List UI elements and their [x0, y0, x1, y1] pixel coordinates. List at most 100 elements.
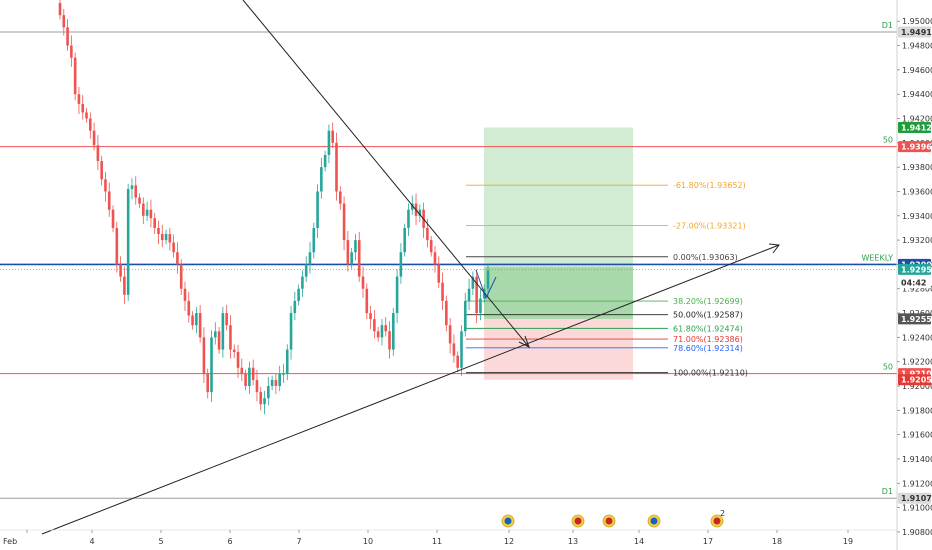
- ascending-trendline[interactable]: [41, 244, 780, 535]
- fib-label-0: -61.80%(1.93652): [673, 181, 746, 190]
- event-flag-core-icon: [650, 517, 658, 525]
- y-tick-label: 1.92200: [902, 358, 932, 367]
- event-flag-core-icon: [713, 517, 721, 525]
- candle-body: [293, 300, 297, 314]
- candle-body: [429, 240, 433, 253]
- candle-body: [202, 337, 206, 374]
- price-badge-0: 1.94126: [901, 124, 932, 133]
- target-zone[interactable]: [484, 127, 633, 319]
- candle-body: [240, 367, 244, 374]
- candle-body: [285, 349, 289, 374]
- candle-body: [142, 203, 145, 216]
- level-badge-4: 1.91077: [901, 494, 932, 503]
- candle-body: [145, 209, 149, 216]
- candle-body: [115, 227, 119, 265]
- candle-body: [210, 337, 213, 393]
- stop-zone[interactable]: [484, 318, 633, 380]
- candle-body: [346, 240, 350, 265]
- fib-label-1: -27.00%(1.93321): [673, 221, 746, 230]
- candle-body: [107, 191, 111, 210]
- candle-body: [403, 227, 406, 253]
- price-badge-3: 1.92552: [901, 315, 932, 324]
- descending-trendline[interactable]: [242, 0, 530, 348]
- x-tick-label: 4: [89, 537, 94, 546]
- candle-body: [392, 313, 395, 350]
- x-tick-label: 6: [227, 537, 232, 546]
- fib-label-7: 78.60%(1.92314): [673, 344, 743, 353]
- candle-body: [66, 27, 69, 46]
- candle-body: [418, 209, 422, 216]
- candle-body: [248, 367, 251, 387]
- candle-body: [229, 325, 232, 350]
- candle-body: [479, 298, 482, 314]
- candle-body: [410, 203, 414, 210]
- candle-body: [153, 218, 156, 228]
- candle-body: [70, 45, 73, 58]
- candle-body: [225, 313, 228, 326]
- down-arrow-head: [518, 335, 530, 349]
- candle-body: [395, 276, 399, 314]
- price-axis-bg: [897, 0, 932, 550]
- entry-marker: [475, 269, 497, 300]
- y-tick-label: 1.94400: [902, 90, 932, 99]
- up-arrow-head: [768, 243, 780, 254]
- candle-body: [354, 240, 357, 253]
- price-badge-1: 1.92959: [901, 265, 932, 274]
- y-tick-label: 1.93200: [902, 236, 932, 245]
- candle-body: [176, 252, 179, 265]
- economic-events[interactable]: 2: [501, 509, 725, 528]
- candle-body: [282, 373, 285, 375]
- y-tick-label: 1.90800: [902, 528, 932, 537]
- candle-body: [96, 145, 100, 162]
- candle-body: [164, 234, 168, 241]
- candle-body: [289, 313, 293, 350]
- price-badge-2-bg: [898, 277, 931, 289]
- horizontal-levels[interactable]: D1 50 WEEKLY 50 D1: [0, 21, 897, 499]
- price-badge-2: 04:42: [901, 279, 926, 288]
- candle-body: [270, 379, 274, 387]
- candle-body: [62, 15, 66, 28]
- candle-body: [380, 325, 384, 338]
- x-tick-label: 5: [158, 537, 163, 546]
- fib-label-8: 100.00%(1.92110): [673, 369, 748, 378]
- level-badge-0-bg: [898, 26, 931, 38]
- time-axis[interactable]: Feb 4 5 6 7 10 11 12 13 14 17 18 19: [0, 529, 897, 546]
- y-tick-label: 1.92000: [902, 382, 932, 391]
- price-axis[interactable]: 1.950001.948001.946001.944001.942001.940…: [896, 0, 932, 550]
- candle-body: [123, 276, 126, 295]
- candle-body: [259, 392, 263, 405]
- candle-body: [92, 130, 96, 146]
- event-count-badge: 2: [720, 509, 725, 518]
- fib-label-4: 50.00%(1.92587): [673, 311, 743, 320]
- fibonacci-retracement[interactable]: -61.80%(1.93652) -27.00%(1.93321) 0.00%(1.…: [466, 181, 748, 378]
- position-zones[interactable]: [484, 127, 633, 380]
- candle-body: [100, 161, 103, 180]
- candle-body: [316, 191, 319, 228]
- trendlines[interactable]: [41, 0, 780, 535]
- price-badge-3-bg: [898, 313, 931, 325]
- candle-body: [342, 203, 346, 241]
- x-tick-label: 7: [296, 537, 301, 546]
- y-tick-label: 1.91200: [902, 479, 932, 488]
- candle-body: [471, 276, 475, 289]
- candle-body: [373, 319, 376, 332]
- candle-body: [312, 227, 316, 253]
- level-badge-4-bg: [898, 492, 931, 504]
- price-badge-0-bg: [898, 122, 931, 134]
- y-tick-label: 1.93400: [902, 212, 932, 221]
- y-tick-label: 1.94800: [902, 42, 932, 51]
- candle-body: [274, 379, 278, 387]
- candle-body: [486, 270, 490, 289]
- candle-body: [77, 94, 81, 104]
- candle-body: [244, 373, 247, 387]
- x-tick-label: 12: [504, 537, 514, 546]
- candle-body: [278, 373, 281, 387]
- x-tick-label: 17: [703, 537, 713, 546]
- candle-body: [267, 386, 270, 399]
- event-flag-core-icon: [504, 517, 512, 525]
- y-tick-label: 1.94200: [902, 115, 932, 124]
- candle-body: [463, 300, 467, 332]
- candle-body: [357, 240, 361, 277]
- candle-body: [187, 300, 191, 316]
